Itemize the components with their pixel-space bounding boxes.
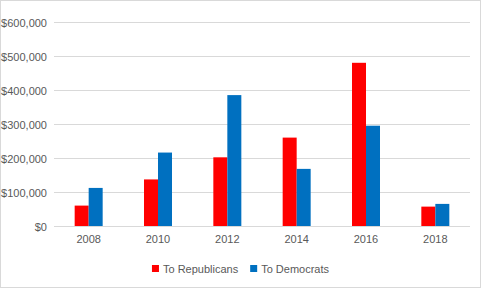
x-tick-label: 2012 [215,233,239,245]
legend: To Republicans To Democrats [152,263,330,275]
bar [75,206,89,226]
y-tick-label: $400,000 [1,85,47,97]
y-tick-label: $200,000 [1,153,47,165]
bar [213,157,227,226]
bar [89,188,103,226]
bars [75,63,450,226]
y-tick-label: $0 [35,221,47,233]
bar [421,207,435,226]
y-tick-label: $600,000 [1,17,47,29]
x-tick-label: 2010 [146,233,170,245]
x-tick-label: 2018 [423,233,447,245]
bar [435,204,449,226]
x-tick-label: 2014 [284,233,308,245]
y-tick-label: $500,000 [1,51,47,63]
grid-line [54,158,470,159]
x-tick-label: 2008 [76,233,100,245]
grid-line [54,90,470,91]
bar [283,138,297,226]
chart-border [1,1,481,288]
grid-line [54,22,470,23]
legend-swatch [250,265,257,272]
grid-line [54,192,470,193]
bar [144,179,158,226]
bar [366,126,380,226]
legend-label: To Republicans [163,263,239,275]
chart: $0 $100,000 $200,000 $300,000 $400,000 $500,0… [0,0,481,288]
bar [297,169,311,226]
bar [352,63,366,226]
chart-container: $0 $100,000 $200,000 $300,000 $400,000 $500,0… [0,0,481,288]
y-tick-label: $300,000 [1,119,47,131]
legend-swatch [152,265,159,272]
bar [158,153,172,226]
legend-label: To Democrats [261,263,329,275]
grid-line [54,124,470,125]
bar [227,95,241,226]
x-tick-label: 2016 [354,233,378,245]
grid-line [54,226,470,227]
y-tick-label: $100,000 [1,187,47,199]
grid-line [54,56,470,57]
